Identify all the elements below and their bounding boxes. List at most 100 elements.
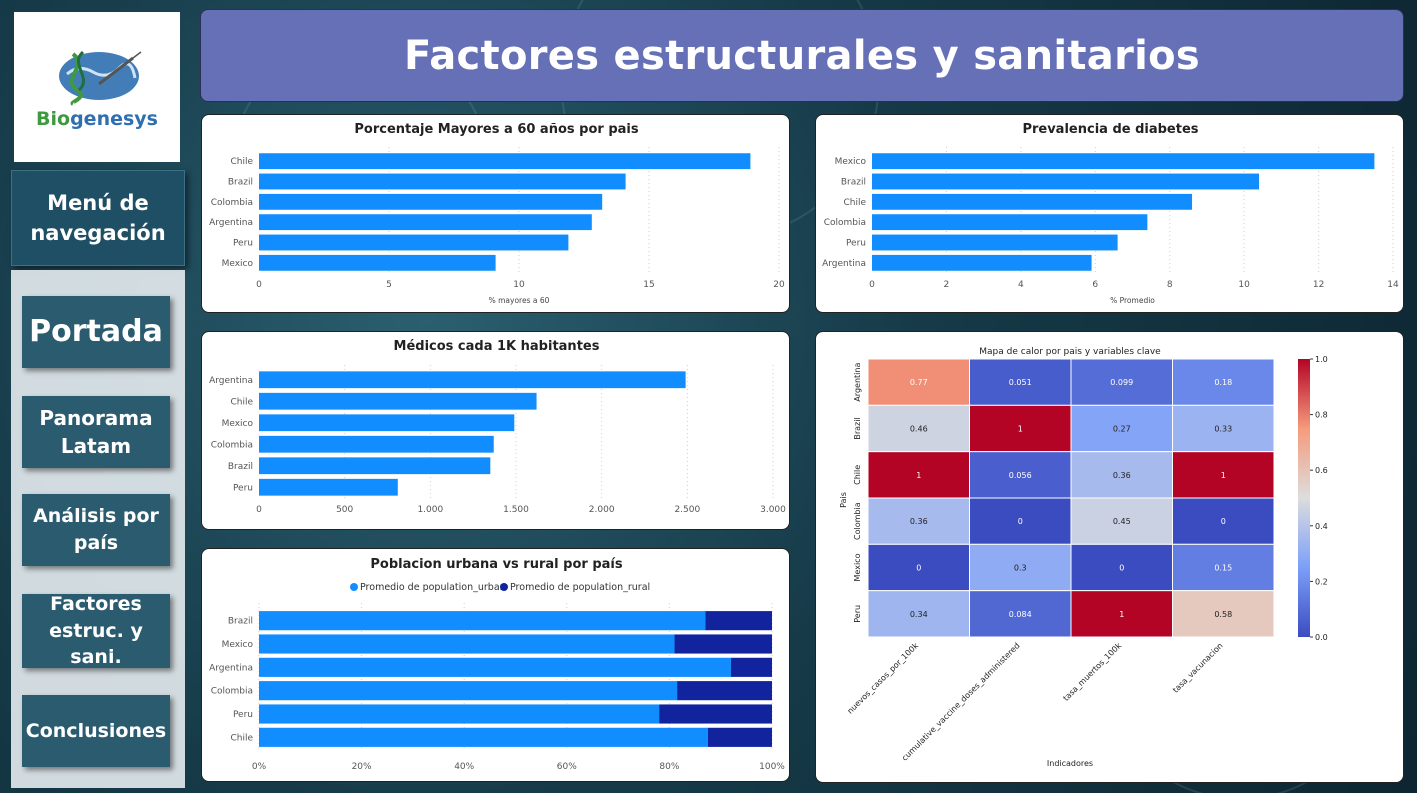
nav-label: Factores bbox=[50, 593, 142, 616]
heatmap-cell bbox=[1172, 497, 1275, 545]
x-tick-label: 500 bbox=[336, 505, 353, 515]
bar bbox=[259, 193, 603, 210]
heatmap-value: 0.056 bbox=[1009, 471, 1032, 480]
heatmap-value: 0.18 bbox=[1214, 378, 1232, 387]
y-tick-label: Brazil bbox=[228, 178, 253, 188]
menu-title-line2: navegación bbox=[30, 221, 166, 245]
y-tick-label: Chile bbox=[230, 157, 253, 167]
colorbar-tick-label: 1.0 bbox=[1315, 355, 1328, 364]
navigation-menu-title: Menú de navegación bbox=[11, 170, 185, 266]
heatmap-cell bbox=[969, 497, 1072, 545]
bar-rural bbox=[730, 657, 772, 677]
heatmap-value: 1 bbox=[1018, 425, 1023, 434]
bar bbox=[872, 234, 1118, 251]
row-label: Argentina bbox=[853, 363, 862, 402]
chart-card-mayores-60: Porcentaje Mayores a 60 años por pais 0 5 1… bbox=[201, 114, 790, 313]
nav-button-analisis-por-pais[interactable]: Análisis por país bbox=[22, 494, 170, 566]
chart-medicos: Médicos cada 1K habitantes 0 500 1.000 1.500… bbox=[209, 339, 786, 515]
heatmap-value: 0 bbox=[916, 564, 921, 573]
legend-marker bbox=[500, 583, 508, 591]
bar-rural bbox=[674, 634, 772, 654]
nav-button-factores[interactable]: Factores estruc. y sani. bbox=[22, 593, 170, 668]
heatmap-value: 0.33 bbox=[1214, 425, 1232, 434]
y-tick-label: Argentina bbox=[209, 663, 253, 673]
heatmap-value: 0.3 bbox=[1014, 564, 1027, 573]
heatmap-cell bbox=[969, 451, 1072, 499]
y-tick-label: Peru bbox=[233, 710, 253, 720]
heatmap-value: 0.46 bbox=[910, 425, 928, 434]
heatmap-cell bbox=[1172, 590, 1275, 638]
x-tick-label: 40% bbox=[454, 762, 474, 772]
heatmap-value: 0.34 bbox=[910, 610, 928, 619]
logo: Biogenesys bbox=[14, 12, 180, 162]
heatmap-value: 1 bbox=[1119, 610, 1124, 619]
y-tick-label: Colombia bbox=[211, 687, 253, 697]
heatmap-value: 0.27 bbox=[1113, 425, 1131, 434]
x-tick-label: 0 bbox=[256, 505, 262, 515]
y-tick-label: Mexico bbox=[835, 157, 867, 167]
nav-button-conclusiones[interactable]: Conclusiones bbox=[22, 695, 170, 767]
heatmap-value: 0.084 bbox=[1009, 610, 1032, 619]
x-tick-label: 60% bbox=[557, 762, 577, 772]
bar bbox=[259, 478, 398, 496]
x-tick-label: 15 bbox=[643, 280, 654, 290]
nav-button-portada[interactable]: Portada bbox=[22, 296, 170, 368]
x-tick-label: 8 bbox=[1167, 280, 1173, 290]
nav-label: Portada bbox=[29, 314, 163, 349]
bar bbox=[259, 371, 686, 389]
nav-label: país bbox=[73, 532, 119, 554]
x-tick-label: 10 bbox=[513, 280, 525, 290]
y-tick-label: Chile bbox=[843, 198, 866, 208]
bar-urban bbox=[259, 657, 731, 677]
chart-title: Médicos cada 1K habitantes bbox=[394, 339, 600, 354]
chart-heatmap: Mapa de calor por pais y variables clave… bbox=[839, 347, 1328, 768]
chart-title: Porcentaje Mayores a 60 años por pais bbox=[354, 122, 638, 137]
y-tick-label: Mexico bbox=[222, 640, 254, 650]
chart-card-diabetes: Prevalencia de diabetes 0 2 4 6 8 10 12 14 Mexico… bbox=[815, 114, 1404, 313]
heatmap-cell bbox=[1070, 451, 1173, 499]
heatmap-value: 0 bbox=[1221, 517, 1226, 526]
bar bbox=[259, 173, 626, 190]
bar-rural bbox=[659, 704, 772, 724]
y-tick-label: Peru bbox=[233, 483, 253, 493]
chart-title: Prevalencia de diabetes bbox=[1022, 122, 1198, 137]
colorbar-tick-label: 0.0 bbox=[1315, 633, 1328, 642]
heatmap-value: 0.77 bbox=[910, 378, 928, 387]
column-label: nuevos_casos_por_100k bbox=[846, 641, 921, 716]
bar bbox=[872, 153, 1375, 170]
x-tick-label: 2.500 bbox=[674, 505, 700, 515]
row-label: Chile bbox=[853, 465, 862, 485]
heatmap-value: 0.051 bbox=[1009, 378, 1032, 387]
y-tick-label: Brazil bbox=[228, 462, 253, 472]
chart-title: Poblacion urbana vs rural por país bbox=[370, 557, 622, 572]
colorbar bbox=[1298, 359, 1310, 637]
x-tick-label: 4 bbox=[1018, 280, 1024, 290]
column-label: tasa_muertos_100k bbox=[1061, 641, 1123, 703]
page-title: Factores estructurales y sanitarios bbox=[403, 32, 1201, 79]
x-tick-label: 20 bbox=[773, 280, 785, 290]
heatmap-cell bbox=[1070, 497, 1173, 545]
heatmap-value: 0 bbox=[1119, 564, 1124, 573]
x-axis-label: % Promedio bbox=[1110, 296, 1155, 305]
bar bbox=[872, 193, 1193, 210]
nav-label: Análisis por bbox=[33, 505, 159, 528]
x-tick-label: 20% bbox=[352, 762, 372, 772]
y-tick-label: Mexico bbox=[222, 419, 254, 429]
colorbar-tick-label: 0.8 bbox=[1315, 411, 1328, 420]
y-tick-label: Colombia bbox=[211, 198, 253, 208]
nav-label: Latam bbox=[60, 434, 132, 458]
chart-mayores-60: Porcentaje Mayores a 60 años por pais 0 5 1… bbox=[209, 122, 785, 305]
heatmap-value: 0.099 bbox=[1110, 378, 1133, 387]
bar bbox=[259, 234, 569, 251]
bar bbox=[872, 214, 1148, 231]
nav-label: Panorama bbox=[39, 406, 153, 430]
y-tick-label: Peru bbox=[846, 239, 866, 249]
y-tick-label: Colombia bbox=[824, 218, 866, 228]
row-label: Peru bbox=[853, 605, 862, 623]
x-tick-label: 80% bbox=[659, 762, 679, 772]
nav-button-panorama-latam[interactable]: Panorama Latam bbox=[22, 396, 170, 468]
y-tick-label: Peru bbox=[233, 239, 253, 249]
heatmap-cell bbox=[1172, 543, 1275, 592]
heatmap-value: 0.36 bbox=[1113, 471, 1131, 480]
y-tick-label: Argentina bbox=[209, 376, 253, 386]
